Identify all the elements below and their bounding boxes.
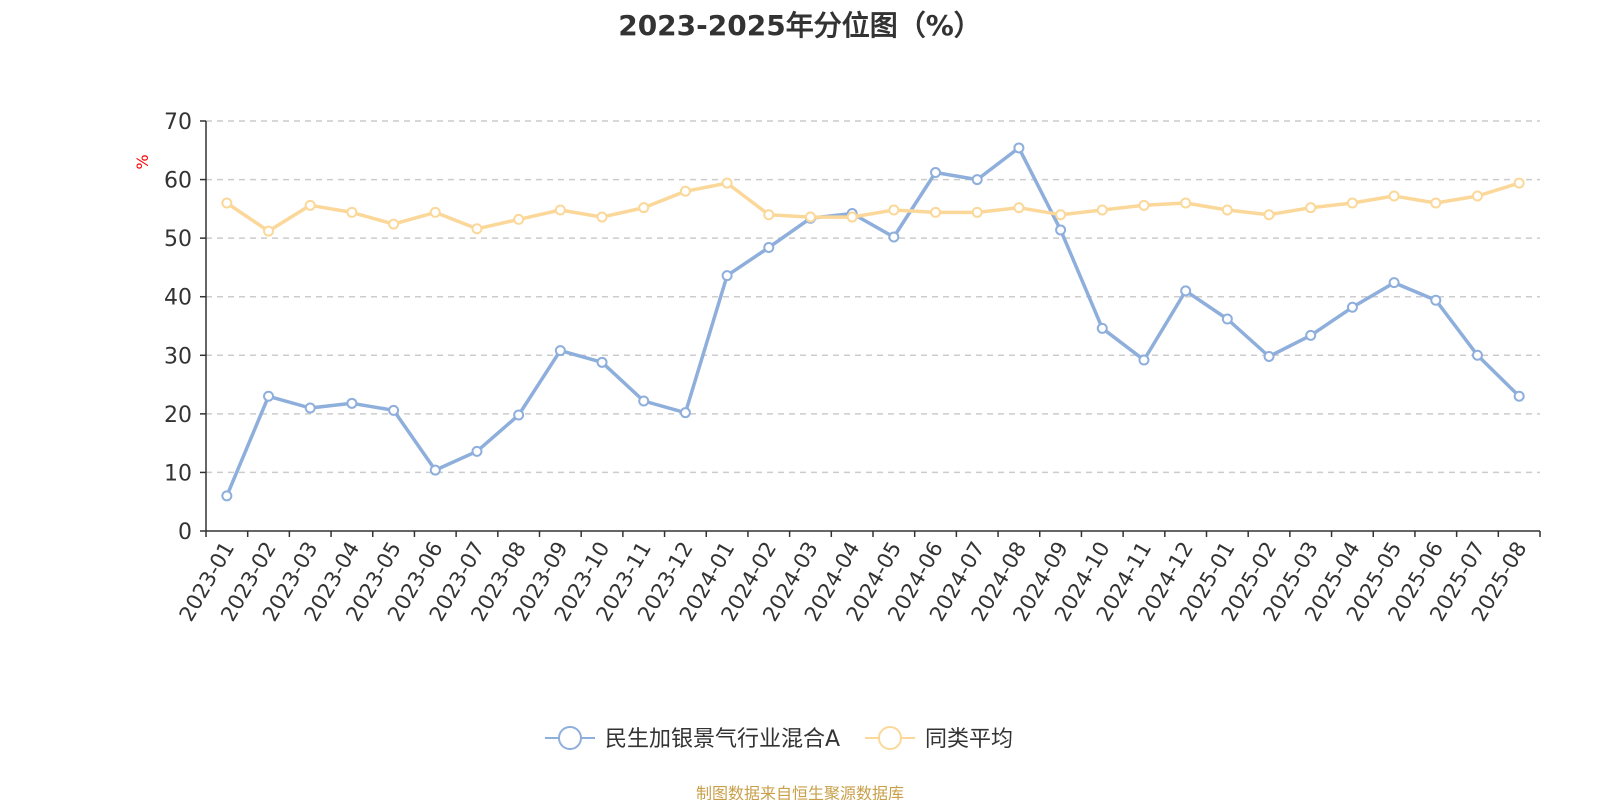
- data-point-series-2: [1180, 197, 1192, 209]
- data-point-series-2: [804, 211, 816, 223]
- y-tick-label: 10: [164, 461, 192, 486]
- data-point-series-2: [888, 204, 900, 216]
- y-tick-label: 0: [178, 520, 192, 545]
- data-point-series-2: [221, 197, 233, 209]
- data-point-series-2: [1430, 197, 1442, 209]
- data-point-series-2: [388, 218, 400, 230]
- data-point-series-2: [1305, 202, 1317, 214]
- data-source-note: 制图数据来自恒生聚源数据库: [695, 784, 904, 800]
- legend-marker-1: [558, 726, 582, 750]
- data-point-series-1: [1430, 294, 1442, 306]
- data-point-series-2: [971, 206, 983, 218]
- data-point-series-2: [1055, 209, 1067, 221]
- data-point-series-2: [596, 211, 608, 223]
- legend-marker-2: [878, 726, 902, 750]
- data-point-series-2: [930, 206, 942, 218]
- data-point-series-2: [1346, 197, 1358, 209]
- data-point-series-2: [721, 177, 733, 189]
- data-point-series-2: [304, 199, 316, 211]
- data-point-series-2: [1138, 199, 1150, 211]
- series-line-1: [225, 146, 1521, 497]
- y-tick-label: 50: [164, 227, 192, 252]
- data-point-series-1: [971, 174, 983, 186]
- y-tick-label: 70: [164, 110, 192, 135]
- data-point-series-2: [1513, 177, 1525, 189]
- data-point-series-1: [1263, 350, 1275, 362]
- y-tick-label: 30: [164, 344, 192, 369]
- data-point-series-1: [1388, 277, 1400, 289]
- data-point-series-1: [930, 167, 942, 179]
- data-point-series-1: [554, 345, 566, 357]
- data-point-series-1: [429, 464, 441, 476]
- y-tick-label: 60: [164, 169, 192, 194]
- data-point-series-1: [513, 409, 525, 421]
- data-point-series-1: [1138, 354, 1150, 366]
- data-point-series-1: [721, 270, 733, 282]
- data-point-series-1: [304, 402, 316, 414]
- data-point-series-2: [638, 202, 650, 214]
- data-point-series-2: [263, 225, 275, 237]
- legend-label-2: 同类平均: [925, 727, 1013, 752]
- data-point-series-2: [679, 185, 691, 197]
- data-point-series-2: [513, 213, 525, 225]
- data-point-series-2: [1388, 190, 1400, 202]
- legend-label-1: 民生加银景气行业混合A: [605, 727, 840, 752]
- data-point-series-1: [596, 356, 608, 368]
- data-point-series-1: [471, 445, 483, 457]
- data-point-series-1: [1180, 285, 1192, 297]
- data-point-series-1: [1221, 313, 1233, 325]
- data-point-series-2: [1096, 204, 1108, 216]
- data-point-series-1: [1013, 142, 1025, 154]
- y-tick-label: 40: [164, 286, 192, 311]
- data-point-series-1: [221, 490, 233, 502]
- data-point-series-1: [263, 390, 275, 402]
- line-chart: 010203040506070%2023-012023-022023-03202…: [133, 110, 1541, 752]
- data-point-series-2: [346, 206, 358, 218]
- data-point-series-2: [846, 211, 858, 223]
- data-point-series-2: [429, 206, 441, 218]
- data-point-series-2: [471, 223, 483, 235]
- data-point-series-1: [888, 231, 900, 243]
- data-point-series-1: [763, 242, 775, 254]
- data-point-series-1: [1471, 349, 1483, 361]
- chart-title: 2023-2025年分位图（%）: [618, 9, 982, 42]
- data-point-series-1: [638, 395, 650, 407]
- data-point-series-2: [763, 209, 775, 221]
- data-point-series-2: [1471, 190, 1483, 202]
- data-point-series-2: [1263, 209, 1275, 221]
- y-tick-label: 20: [164, 403, 192, 428]
- data-point-series-1: [679, 407, 691, 419]
- data-point-series-2: [554, 204, 566, 216]
- data-point-series-1: [1346, 301, 1358, 313]
- data-point-series-1: [1305, 329, 1317, 341]
- data-point-series-1: [1055, 224, 1067, 236]
- data-point-series-1: [388, 404, 400, 416]
- data-point-series-2: [1013, 202, 1025, 214]
- series-line-2: [225, 181, 1520, 233]
- data-point-series-1: [346, 397, 358, 409]
- data-point-series-2: [1221, 204, 1233, 216]
- y-axis-label: %: [133, 154, 152, 169]
- data-point-series-1: [1513, 390, 1525, 402]
- data-point-series-1: [1096, 322, 1108, 334]
